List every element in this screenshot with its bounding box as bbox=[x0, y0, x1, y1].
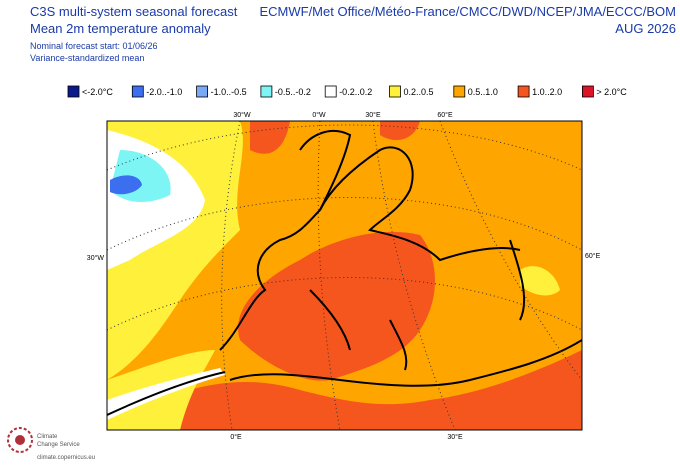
legend-swatch bbox=[389, 85, 401, 98]
legend-label: -0.2..0.2 bbox=[339, 87, 372, 97]
lon-label: 30°E bbox=[447, 433, 463, 441]
legend-swatch bbox=[453, 85, 466, 98]
lon-label: 30°W bbox=[233, 111, 251, 119]
legend-label: 1.0..2.0 bbox=[532, 87, 562, 97]
lon-label: 30°E bbox=[365, 111, 381, 119]
legend-swatch bbox=[324, 85, 337, 98]
legend-label: -1.0..-0.5 bbox=[211, 87, 247, 97]
centres: ECMWF/Met Office/Météo-France/CMCC/DWD/N… bbox=[259, 4, 676, 19]
legend-swatch bbox=[131, 85, 144, 98]
legend-label: -2.0..-1.0 bbox=[146, 87, 182, 97]
legend-label: <-2.0°C bbox=[82, 87, 113, 97]
legend-swatch bbox=[196, 85, 209, 98]
legend-label: -0.5..-0.2 bbox=[275, 87, 311, 97]
legend-label: > 2.0°C bbox=[596, 87, 627, 97]
legend-swatch bbox=[582, 85, 594, 98]
logo-text: Change Service bbox=[37, 442, 80, 448]
title-line: C3S multi-system seasonal forecast bbox=[30, 4, 238, 19]
url: climate.copernicus.eu bbox=[37, 455, 95, 461]
title-line: Mean 2m temperature anomaly bbox=[30, 21, 211, 36]
lat-label: 30°W bbox=[87, 254, 105, 262]
legend-swatch bbox=[517, 85, 530, 98]
logo-text: Climate bbox=[37, 434, 58, 440]
legend-swatch bbox=[260, 85, 273, 98]
period: AUG 2026 bbox=[615, 21, 676, 36]
lon-label: 60°E bbox=[437, 111, 453, 119]
legend-swatch bbox=[67, 85, 80, 98]
legend-label: 0.2..0.5 bbox=[404, 87, 434, 97]
legend-label: 0.5..1.0 bbox=[468, 87, 498, 97]
lat-label: 60°E bbox=[585, 252, 601, 260]
map bbox=[107, 121, 582, 430]
logo bbox=[7, 427, 33, 453]
note: Variance-standardized mean bbox=[30, 53, 144, 63]
map-frame bbox=[106, 120, 583, 431]
note: Nominal forecast start: 01/06/26 bbox=[30, 41, 158, 51]
lon-label: 0°W bbox=[312, 111, 326, 119]
legend: <-2.0°C -2.0..-1.0 -1.0..-0.5 -0.5..-0.2 -0.… bbox=[67, 85, 627, 98]
lon-label: 0°E bbox=[230, 433, 242, 441]
